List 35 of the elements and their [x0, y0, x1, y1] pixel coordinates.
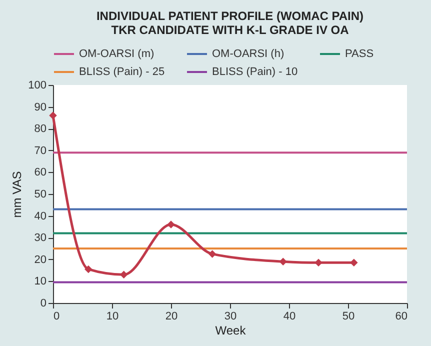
y-tick-label: 90: [34, 101, 46, 114]
y-axis-title: mm VAS: [10, 171, 24, 218]
point: [314, 258, 322, 267]
y-tick-label: 20: [34, 254, 46, 266]
x-tick-label: 10: [106, 310, 119, 322]
y-tick-label: 0: [40, 298, 46, 310]
x-tick-label: 30: [224, 310, 237, 322]
text: INDIVIDUAL PATIENT PROFILE (WOMAC PAIN): [96, 9, 364, 23]
x-axis-title: Week: [215, 324, 247, 338]
point: [208, 250, 216, 258]
legend-label: PASS: [345, 48, 374, 60]
x-tick-label: 0: [54, 310, 60, 322]
y-tick-label: 80: [34, 123, 46, 136]
point: [49, 112, 57, 120]
y-tick-label: 30: [34, 232, 46, 244]
point: [84, 265, 92, 274]
y-tick-label: 70: [34, 144, 46, 157]
y-tick-label: 40: [34, 210, 46, 222]
y-tick-label: 60: [34, 166, 46, 179]
legend-label: BLISS (Pain) - 25: [79, 66, 165, 78]
y-tick-label: 100: [28, 80, 46, 92]
y-tick-label: 10: [34, 276, 46, 288]
text: TKR CANDIDATE WITH K-L GRADE IV OA: [111, 23, 349, 37]
legend-label: BLISS (Pain) - 10: [212, 66, 298, 78]
point: [167, 220, 175, 228]
x-tick-label: 40: [283, 310, 296, 322]
x-tick-label: 20: [165, 310, 178, 322]
x-tick-label: 50: [342, 310, 355, 322]
point: [120, 270, 128, 279]
legend-label: OM-OARSI (h): [212, 48, 284, 60]
y-tick-label: 50: [34, 188, 46, 200]
legend-label: OM-OARSI (m): [79, 48, 154, 60]
point: [350, 258, 358, 267]
x-tick-label: 60: [395, 310, 408, 322]
point: [279, 258, 287, 266]
